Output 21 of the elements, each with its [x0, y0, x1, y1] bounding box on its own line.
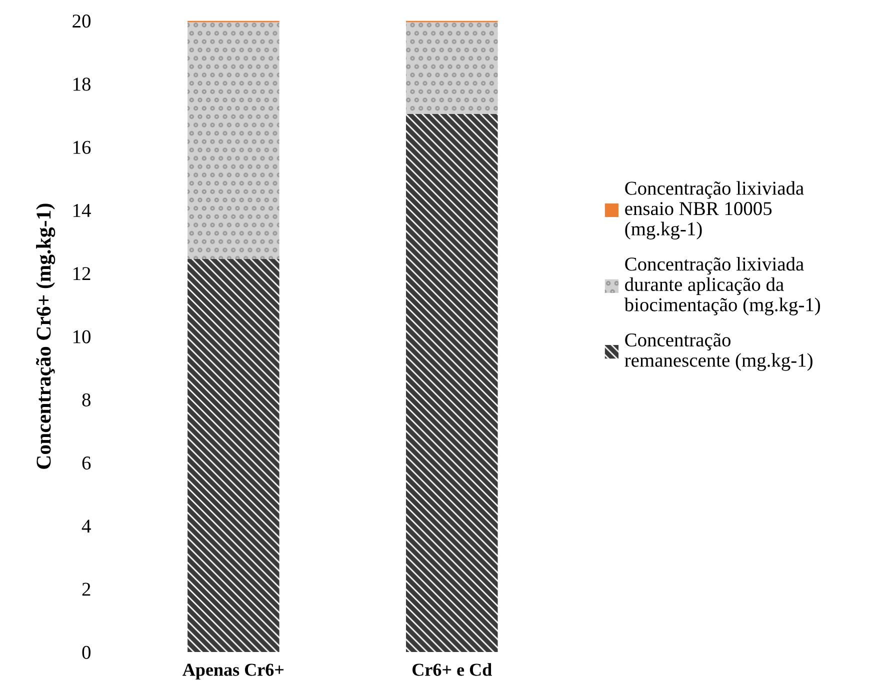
y-tick-label: 8: [82, 393, 90, 406]
legend-label: Concentração lixiviada ensaio NBR 10005 (mg.kg-1): [625, 181, 804, 240]
bar: [406, 22, 498, 114]
y-tick-label: 2: [82, 582, 90, 596]
y-tick-label: 12: [74, 267, 90, 280]
y-tick-label: 16: [74, 140, 91, 154]
y-tick-label: 6: [82, 456, 91, 470]
y-tick-label: 20: [72, 14, 90, 28]
x-tick-label: Apenas Cr6+: [182, 664, 284, 680]
y-tick-label: 4: [82, 520, 91, 533]
y-tick-label: 14: [74, 204, 91, 217]
y-tick-label: 18: [74, 78, 90, 91]
y-axis-title: Concentração Cr6+ (mg.kg-1): [36, 204, 56, 469]
bar: [188, 22, 280, 260]
y-tick-label: 0: [82, 646, 90, 659]
x-tick-label: Cr6+ e Cd: [412, 663, 492, 676]
bar: [188, 259, 280, 652]
y-tick-label: 10: [74, 330, 90, 344]
bar: [406, 114, 498, 652]
legend-label: Concentração lixiviada durante aplicação da biocimentação (mg.kg-1): [624, 256, 820, 316]
legend-label: Concentração remanescente (mg.kg-1): [624, 333, 812, 371]
